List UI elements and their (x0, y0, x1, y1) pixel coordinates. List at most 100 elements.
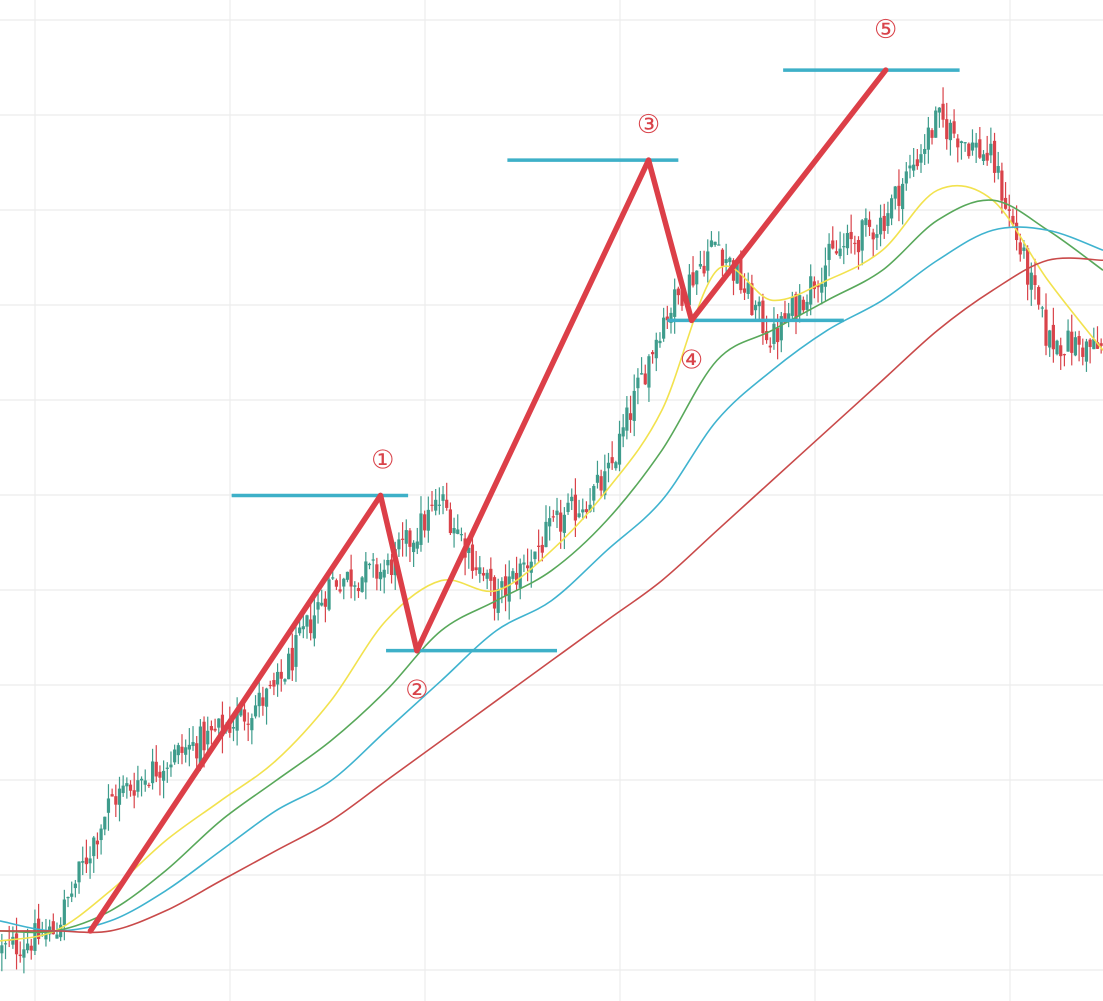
wave-segment-5 (688, 67, 889, 324)
candle-body (29, 945, 33, 951)
candle-body (860, 220, 864, 251)
candle-body (408, 530, 412, 547)
candle-body (647, 356, 651, 388)
candle-body (1095, 342, 1100, 349)
candle-body (158, 771, 162, 778)
candle-body (250, 718, 254, 731)
candle-body (853, 242, 857, 245)
candle-body (801, 299, 805, 311)
candle-body (610, 457, 614, 464)
wave-lines (87, 67, 889, 934)
candle-body (537, 545, 541, 547)
wave-label-4: ④ (680, 345, 703, 375)
candle-body (1000, 170, 1004, 201)
candle-body (371, 559, 375, 561)
candle-body (264, 688, 269, 707)
candle-body (687, 274, 691, 306)
candle-body (742, 288, 747, 293)
candle-body (941, 103, 945, 120)
candle-body (926, 127, 930, 150)
candle-body (1022, 247, 1026, 251)
candle-body (349, 569, 353, 587)
candle-body (136, 780, 140, 792)
candle-body (235, 712, 239, 731)
candle-body (356, 588, 361, 592)
candle-body (106, 798, 111, 813)
candle-body (3, 943, 8, 945)
candle-body (551, 516, 555, 518)
candle-body (342, 578, 346, 587)
candle-body (1040, 307, 1044, 309)
candle-body (658, 340, 662, 344)
candle-body (419, 513, 423, 545)
candle-body (533, 551, 537, 560)
candle-body (66, 896, 70, 899)
candle-body (437, 504, 441, 506)
candle-body (893, 186, 897, 199)
candle-body (511, 571, 515, 579)
candle-body (1088, 339, 1092, 347)
candle-body (84, 857, 89, 865)
candle-body (1092, 339, 1096, 350)
ma-line-3 (0, 226, 1103, 932)
candle-body (812, 281, 816, 290)
wave-segment-4 (645, 157, 695, 324)
candle-body (103, 816, 107, 830)
candle-body (930, 130, 934, 138)
candle-body (375, 564, 379, 579)
candle-body (790, 297, 794, 316)
wave-annotations: ① ② ③ ④ ⑤ (371, 15, 897, 706)
candle-body (331, 577, 335, 579)
candle-body (1011, 215, 1015, 225)
candle-body (257, 692, 261, 707)
candle-body (99, 828, 103, 841)
candle-body (1033, 275, 1037, 285)
candle-body (724, 259, 728, 264)
candle-body (500, 581, 504, 588)
ma-line-1 (0, 184, 1103, 942)
candle-body (22, 949, 26, 958)
candle-body (864, 218, 868, 226)
candle-body (298, 627, 302, 634)
candle-body (338, 589, 342, 592)
candle-body (831, 240, 835, 249)
candle-body (805, 301, 809, 310)
candle-body (584, 509, 589, 513)
candle-body (110, 794, 114, 797)
candle-body (1073, 337, 1078, 356)
candle-body (746, 282, 750, 294)
candle-body (834, 251, 839, 254)
candle-body (617, 433, 622, 465)
candle-body (639, 373, 644, 375)
candle-body (1029, 272, 1033, 290)
candle-body (139, 778, 144, 781)
candle-body (1051, 324, 1055, 350)
candle-body (680, 290, 684, 306)
candle-body (974, 142, 978, 148)
candle-body (81, 861, 85, 863)
candle-body (191, 742, 195, 747)
candle-body (1066, 330, 1070, 352)
candle-body (820, 283, 824, 293)
candle-body (897, 185, 901, 206)
candle-body (720, 249, 725, 266)
wave-label-1: ① (371, 445, 394, 475)
candle-body (959, 141, 964, 144)
candle-body (173, 749, 177, 763)
wave-label-2: ② (405, 676, 428, 706)
candle-body (625, 407, 629, 431)
candle-body (209, 726, 214, 731)
candle-body (415, 541, 419, 549)
candle-body (312, 615, 316, 639)
candle-body (220, 714, 225, 737)
candle-body (198, 726, 202, 765)
candle-body (1026, 248, 1030, 285)
candle-body (886, 213, 890, 226)
candle-body (165, 767, 169, 769)
level-lines (231, 68, 960, 653)
candle-body (981, 154, 986, 162)
candle-body (713, 241, 717, 245)
candle-body (275, 671, 280, 685)
candle-body (522, 562, 526, 565)
